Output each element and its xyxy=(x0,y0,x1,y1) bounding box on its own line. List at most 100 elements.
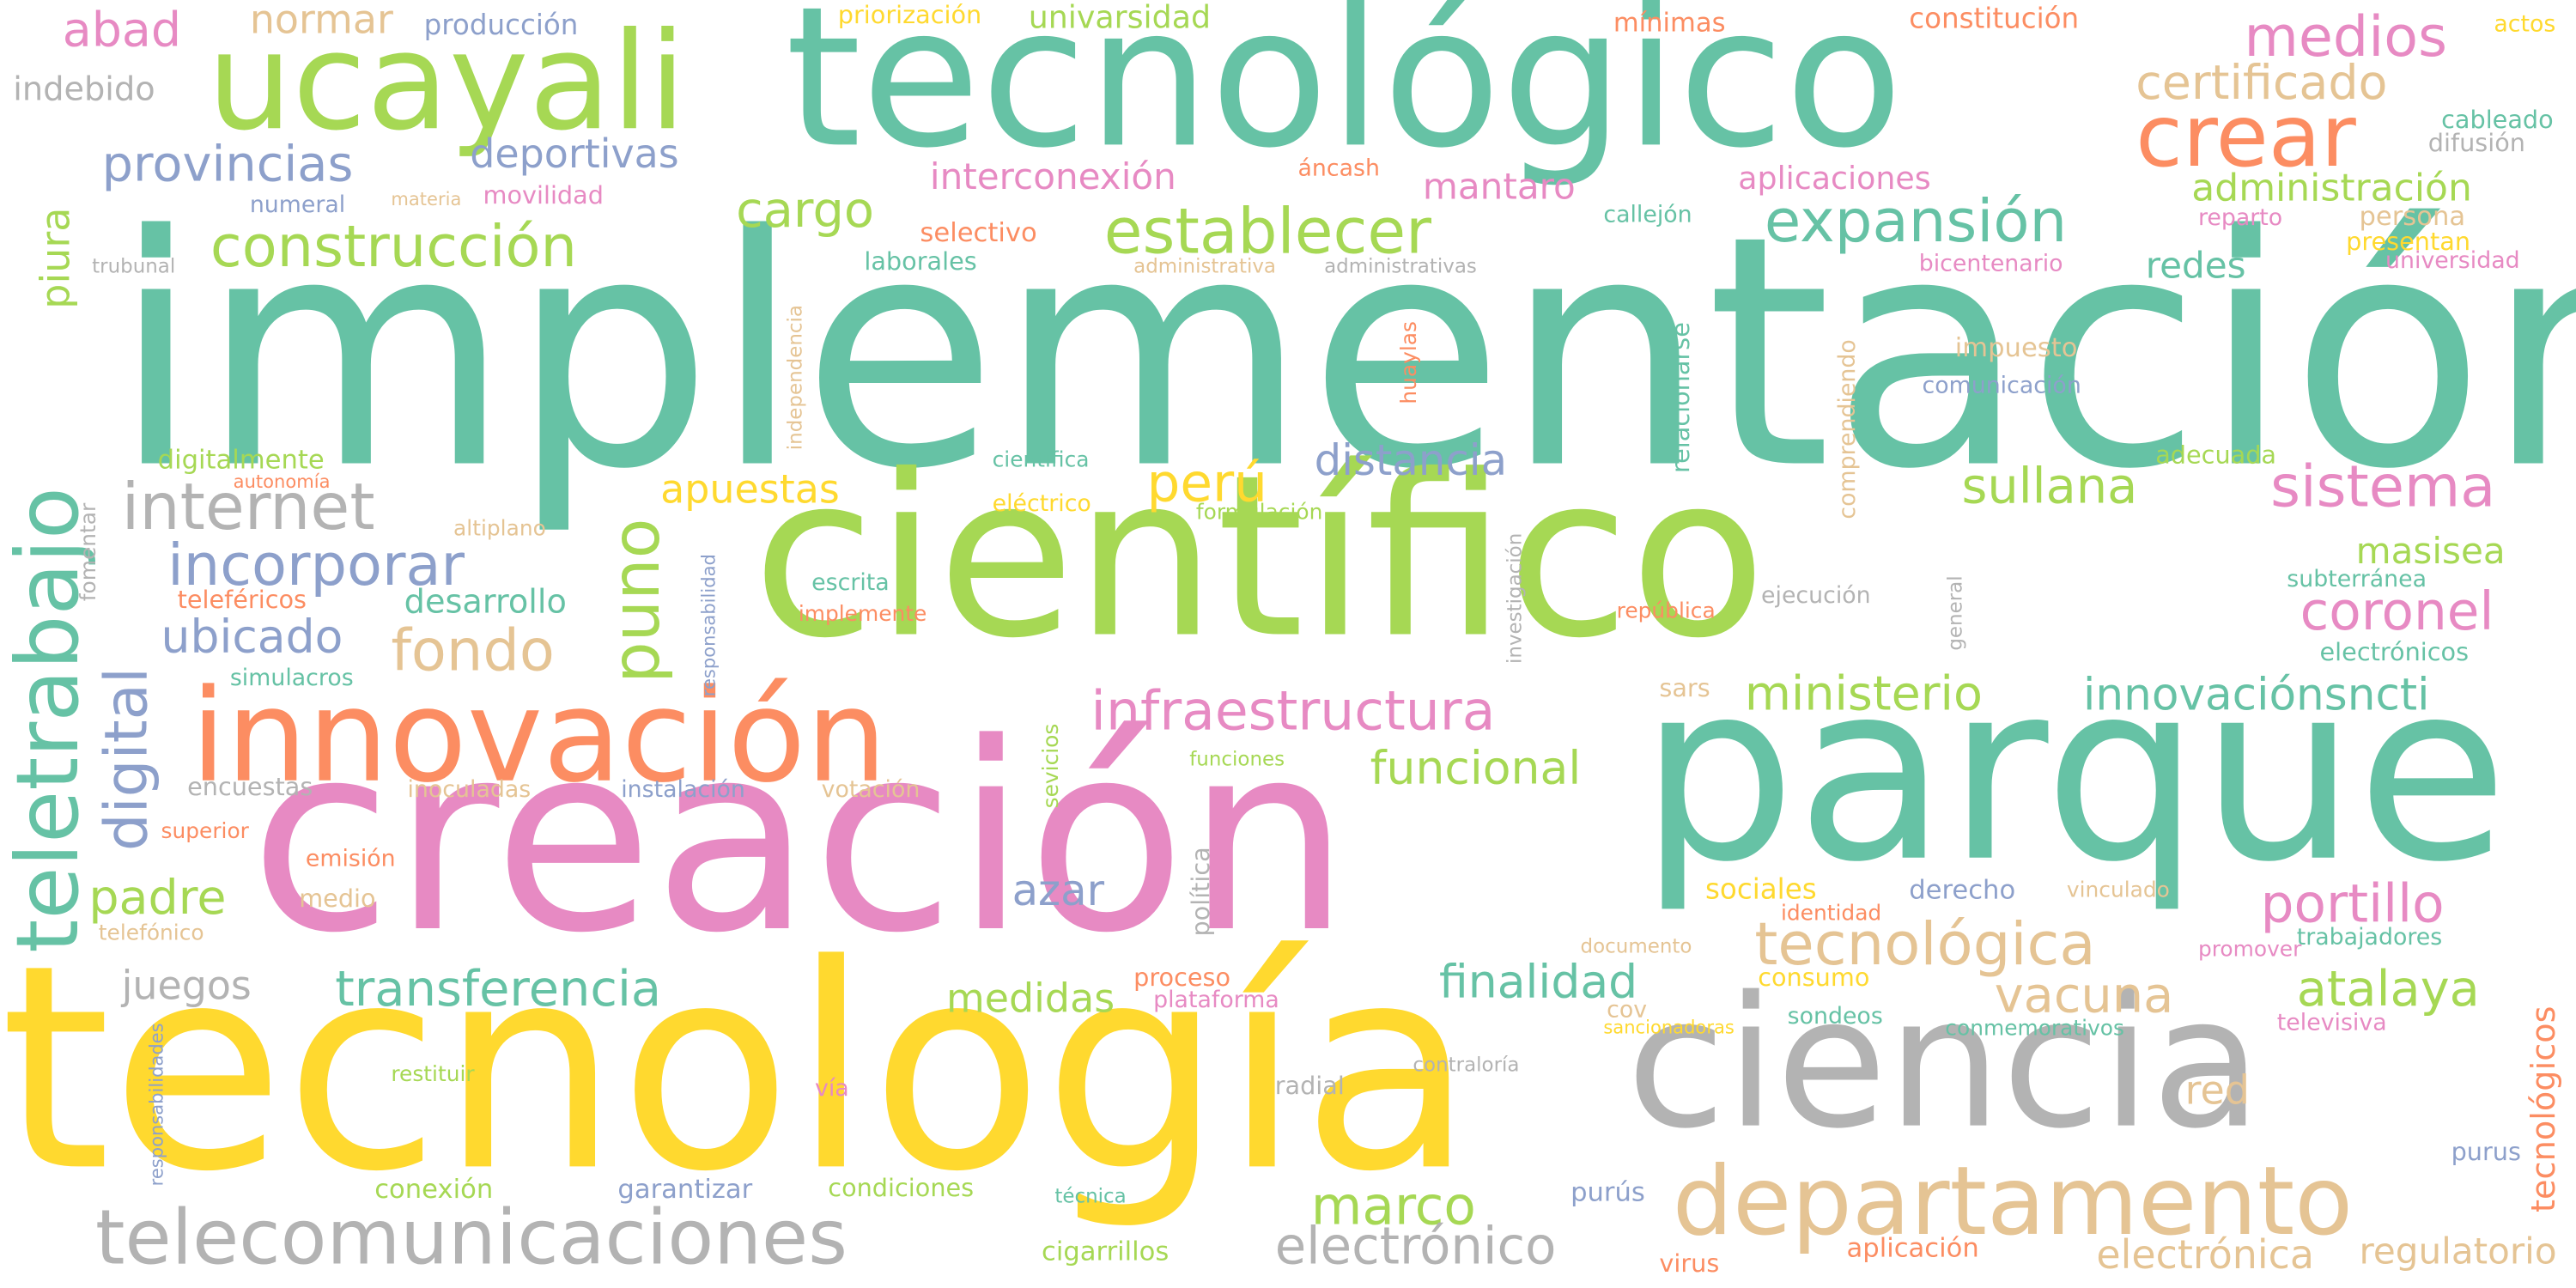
word-cloud-word: comprendiendo xyxy=(1835,339,1862,519)
word-cloud-word: funciones xyxy=(1189,747,1285,771)
word-cloud-word: materia xyxy=(391,189,462,210)
word-cloud-word: técnica xyxy=(1054,1184,1127,1208)
word-cloud-word: altiplano xyxy=(453,517,546,543)
word-cloud-word: votación xyxy=(821,776,920,804)
word-cloud-word: crear xyxy=(2136,88,2356,188)
word-cloud-word: digitalmente xyxy=(157,443,325,475)
word-cloud-word: internet xyxy=(121,471,375,546)
word-cloud-word: conmemorativos xyxy=(1945,1017,2124,1042)
word-cloud-word: callejón xyxy=(1603,202,1692,228)
word-cloud-word: restituir xyxy=(391,1062,475,1088)
word-cloud-word: aplicaciones xyxy=(1738,161,1931,197)
word-cloud-word: promover xyxy=(2197,938,2302,963)
word-cloud-word: áncash xyxy=(1297,155,1380,183)
word-cloud-word: fomentar xyxy=(76,502,102,602)
word-cloud-word: persona xyxy=(2359,200,2466,232)
word-cloud-word: coronel xyxy=(2300,580,2494,643)
word-cloud-word: digital xyxy=(94,666,161,852)
word-cloud-word: proceso xyxy=(1133,963,1231,993)
word-cloud-word: puno xyxy=(599,518,676,683)
word-cloud-word: implemente xyxy=(798,603,927,628)
word-cloud-word: normar xyxy=(249,0,393,43)
word-cloud-word: innovaciónsncti xyxy=(2083,670,2430,721)
word-cloud-word: administrativa xyxy=(1133,254,1276,278)
word-cloud-word: marco xyxy=(1310,1174,1476,1237)
word-cloud-word: masisea xyxy=(2355,532,2506,574)
word-cloud-word: huaylas xyxy=(1398,321,1423,404)
word-cloud-word: telecomunicaciones xyxy=(94,1193,848,1282)
word-cloud-word: instalación xyxy=(621,776,745,804)
word-cloud-word: vía xyxy=(814,1076,849,1103)
word-cloud-word: sullana xyxy=(1961,458,2138,516)
word-cloud-word: científico xyxy=(752,428,1767,689)
word-cloud-word: cigarrillos xyxy=(1042,1235,1170,1267)
word-cloud-word: encuestas xyxy=(187,772,313,802)
word-cloud-word: infraestructura xyxy=(1091,678,1496,743)
word-cloud-word: fondo xyxy=(391,619,555,685)
word-cloud-word: emisión xyxy=(305,846,396,872)
word-cloud-word: actos xyxy=(2494,11,2556,39)
word-cloud-word: tecnológico xyxy=(785,0,1904,191)
word-cloud-word: tecnológica xyxy=(1754,911,2096,980)
word-cloud-word: implementación xyxy=(112,167,2576,539)
word-cloud-word: documento xyxy=(1580,934,1692,958)
word-cloud-word: subterránea xyxy=(2287,567,2427,593)
word-cloud-word: atalaya xyxy=(2296,961,2480,1019)
word-cloud-word: independencia xyxy=(783,305,807,451)
word-cloud-word: responsabilidades xyxy=(146,1023,168,1187)
word-cloud-word: política xyxy=(1186,847,1216,937)
word-cloud-word: purús xyxy=(1571,1176,1645,1208)
word-cloud-word: condiciones xyxy=(828,1173,975,1203)
word-cloud-word: padre xyxy=(88,869,227,926)
word-cloud-word: distancia xyxy=(1314,436,1508,487)
word-cloud-word: inoculadas xyxy=(407,776,532,804)
word-cloud-word: ejecución xyxy=(1761,583,1871,610)
word-cloud-word: electrónico xyxy=(1274,1217,1557,1277)
word-cloud-word: impuesto xyxy=(1954,331,2078,363)
word-cloud-word: adecuada xyxy=(2155,440,2277,471)
word-cloud-word: radial xyxy=(1274,1071,1345,1101)
word-cloud-word: superior xyxy=(161,819,249,845)
word-cloud-word: azar xyxy=(1012,867,1105,917)
word-cloud-word: sociales xyxy=(1704,873,1817,908)
word-cloud-word: finalidad xyxy=(1439,954,1638,1009)
word-cloud-word: desarrollo xyxy=(404,581,567,622)
word-cloud-word: transferencia xyxy=(335,961,662,1019)
word-cloud-word: provincias xyxy=(101,136,354,194)
word-cloud-word: selectivo xyxy=(920,216,1037,248)
word-cloud-word: investigación xyxy=(1503,532,1527,664)
word-cloud-word: telefónico xyxy=(98,921,204,947)
word-cloud-word: departamento xyxy=(1672,1145,2354,1257)
word-cloud-word: producción xyxy=(423,9,579,43)
word-cloud-word: científica xyxy=(992,448,1090,474)
word-cloud-word: contraloría xyxy=(1413,1053,1520,1077)
word-cloud-word: sancionadoras xyxy=(1603,1017,1735,1039)
word-cloud-word: certificado xyxy=(2136,54,2388,111)
word-cloud-word: red xyxy=(2184,1067,2250,1115)
word-cloud-word: administrativas xyxy=(1324,254,1477,278)
word-cloud-word: medidas xyxy=(946,975,1115,1023)
word-cloud-word: incorporar xyxy=(167,533,465,600)
word-cloud-word: administración xyxy=(2191,167,2472,210)
word-cloud-word: creación xyxy=(249,688,1351,991)
word-cloud-word: general xyxy=(1943,575,1967,651)
word-cloud-word: vinculado xyxy=(2066,878,2170,904)
word-cloud-word: portillo xyxy=(2260,872,2445,935)
word-cloud-word: comunicación xyxy=(1922,373,2081,399)
word-cloud-word: aplicación xyxy=(1846,1231,1979,1264)
word-cloud-word: laborales xyxy=(864,246,977,276)
word-cloud-word: redes xyxy=(2145,246,2246,288)
word-cloud-word: electrónicos xyxy=(2319,637,2470,667)
word-cloud-word: purus xyxy=(2451,1136,2521,1167)
word-cloud-word: vacuna xyxy=(1994,967,2174,1025)
word-cloud-word: ministerio xyxy=(1744,665,1983,721)
word-cloud-word: perú xyxy=(1146,452,1267,514)
word-cloud-word: universidad xyxy=(2385,247,2520,275)
word-cloud-word: numeral xyxy=(249,191,346,219)
word-cloud-word: establecer xyxy=(1103,195,1432,268)
word-cloud-word: tecnológicos xyxy=(2523,1005,2563,1212)
word-cloud-word: cableado xyxy=(2441,105,2554,135)
word-cloud-word: electrónica xyxy=(2096,1231,2315,1279)
word-cloud-word: piura xyxy=(33,207,79,309)
word-cloud-word: medio xyxy=(299,884,376,914)
